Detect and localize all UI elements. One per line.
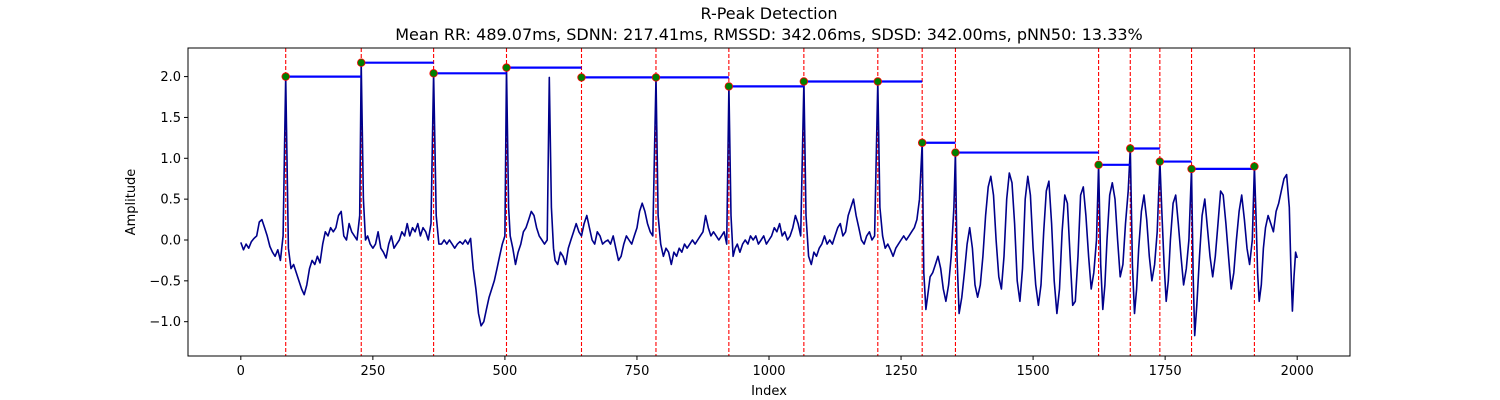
x-tick-label: 1500	[1017, 364, 1050, 379]
x-tick-label: 250	[360, 364, 385, 379]
r-peak-marker	[951, 148, 960, 157]
r-peak-marker	[1250, 162, 1259, 171]
y-tick-label: 2.0	[160, 70, 181, 85]
y-tick-label: −1.0	[149, 315, 181, 330]
r-peak-marker	[1187, 164, 1196, 174]
chart-title: R-Peak Detection	[700, 4, 837, 23]
x-axis-ticks: 0 250 500 750 1000 1250 1500 1750 2000	[237, 356, 1314, 379]
r-peak-marker	[799, 77, 809, 86]
ecg-signal	[240, 61, 1298, 337]
r-peak-marker	[429, 69, 438, 78]
rr-interval-segments	[285, 61, 1255, 171]
y-axis-ticks: −1.0 −0.5 0.0 0.5 1.0 1.5 2.0	[149, 70, 188, 330]
r-peak-marker	[917, 138, 927, 147]
r-peak-marker	[577, 73, 586, 82]
x-tick-label: 500	[492, 364, 517, 379]
y-tick-label: 0.0	[160, 233, 181, 248]
y-tick-label: 0.5	[160, 193, 181, 208]
r-peak-markers	[281, 58, 1259, 174]
r-peak-marker	[724, 82, 734, 91]
ecg-signal-line	[240, 61, 1298, 337]
y-axis-label: Amplitude	[124, 169, 139, 236]
x-tick-label: 1750	[1149, 364, 1182, 379]
x-axis-label: Index	[751, 384, 787, 399]
r-peak-marker	[1094, 160, 1103, 170]
x-tick-label: 1000	[752, 364, 785, 379]
r-peak-marker	[651, 73, 661, 82]
y-tick-label: −0.5	[149, 274, 181, 289]
r-peak-marker	[1126, 144, 1135, 153]
y-tick-label: 1.0	[160, 152, 181, 167]
r-peak-marker	[1155, 157, 1165, 166]
r-peak-marker	[502, 63, 511, 72]
plot-area	[188, 48, 1350, 356]
r-peak-marker	[281, 72, 290, 81]
x-tick-label: 1250	[884, 364, 917, 379]
x-tick-label: 750	[625, 364, 650, 379]
r-peak-marker	[357, 58, 366, 67]
chart-subtitle: Mean RR: 489.07ms, SDNN: 217.41ms, RMSSD…	[395, 25, 1143, 44]
x-tick-label: 2000	[1281, 364, 1314, 379]
r-peak-marker	[873, 77, 883, 86]
y-tick-label: 1.5	[160, 111, 181, 126]
x-tick-label: 0	[237, 364, 245, 379]
